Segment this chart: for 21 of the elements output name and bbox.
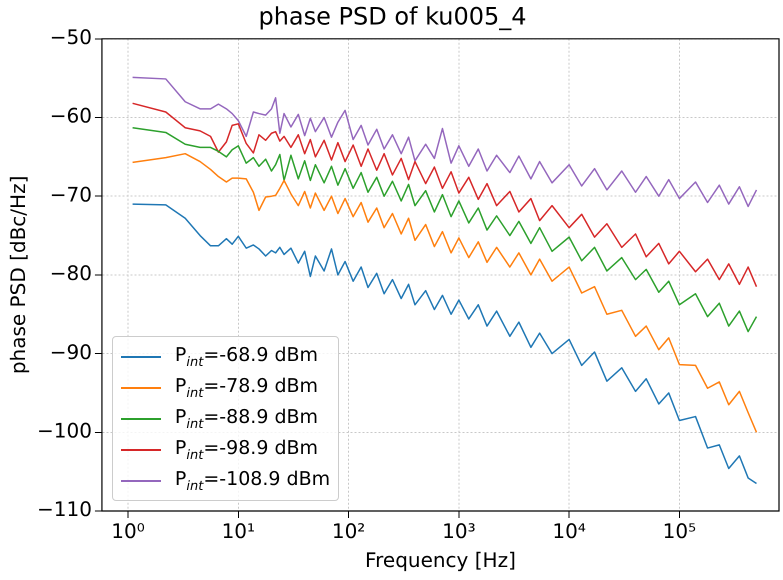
legend-label: P$_{int}$=-98.9 dBm [174,436,318,462]
y-tick-label: −70 [50,182,92,206]
x-tick-label: 10⁰ [111,519,145,544]
legend-label: P$_{int}$=-78.9 dBm [174,374,318,400]
x-tick-label: 10³ [442,519,476,544]
y-tick-label: −110 [36,497,92,522]
legend-label: P$_{int}$=-88.9 dBm [174,406,318,432]
y-axis-title: phase PSD [dBc/Hz] [6,176,30,374]
y-tick-label: −50 [50,25,92,50]
x-tick-label: 10² [332,519,366,544]
x-tick-label: 10⁵ [662,519,696,544]
x-tick-label: 10⁴ [552,519,586,544]
x-tick-label: 10¹ [222,519,256,544]
y-tick-label: −90 [50,340,92,364]
y-tick-label: −100 [36,418,92,443]
y-tick-label: −60 [50,104,92,128]
legend-label: P$_{int}$=-68.9 dBm [174,344,318,370]
chart-title: phase PSD of ku005_4 [258,2,527,31]
legend-label: P$_{int}$=-108.9 dBm [174,468,330,494]
y-tick-label: −80 [50,261,92,286]
x-axis-title: Frequency [Hz] [365,548,516,572]
